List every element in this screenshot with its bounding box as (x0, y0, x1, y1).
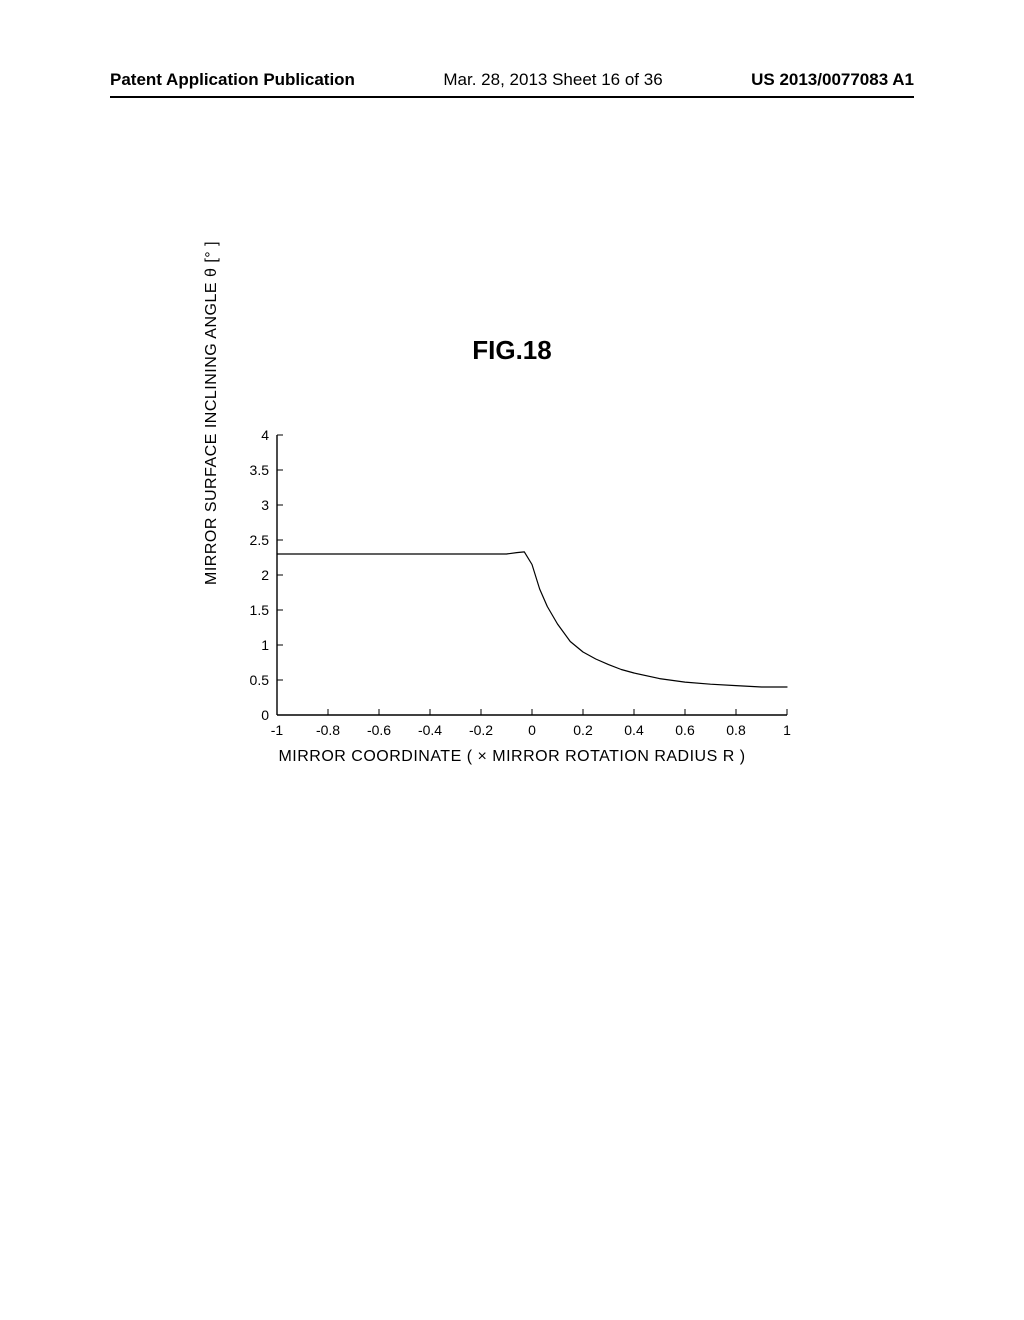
svg-text:2: 2 (261, 567, 269, 583)
svg-text:-0.8: -0.8 (316, 722, 340, 738)
svg-text:2.5: 2.5 (250, 532, 270, 548)
svg-text:0.5: 0.5 (250, 672, 270, 688)
svg-text:0: 0 (261, 707, 269, 723)
publication-type: Patent Application Publication (110, 70, 355, 90)
svg-text:1: 1 (261, 637, 269, 653)
chart-container: 0 0.5 1 1.5 2 2.5 3 3.5 4 -1 -0.8 -0.6 -0.4 -0.2 0 0.2 0… (222, 420, 802, 755)
svg-text:-0.4: -0.4 (418, 722, 442, 738)
header-row: Patent Application Publication Mar. 28, … (0, 70, 1024, 96)
page-header: Patent Application Publication Mar. 28, … (0, 70, 1024, 98)
svg-text:0: 0 (528, 722, 536, 738)
svg-text:-0.6: -0.6 (367, 722, 391, 738)
sheet-info: Mar. 28, 2013 Sheet 16 of 36 (443, 70, 662, 90)
svg-text:0.2: 0.2 (573, 722, 593, 738)
line-chart: 0 0.5 1 1.5 2 2.5 3 3.5 4 -1 -0.8 -0.6 -0.4 -0.2 0 0.2 0… (222, 420, 802, 750)
svg-text:-1: -1 (271, 722, 284, 738)
svg-text:0.6: 0.6 (675, 722, 695, 738)
page-root: { "header": { "left": "Patent Applicatio… (0, 0, 1024, 1320)
svg-text:0.8: 0.8 (726, 722, 746, 738)
svg-text:3.5: 3.5 (250, 462, 270, 478)
svg-text:4: 4 (261, 427, 269, 443)
svg-text:-0.2: -0.2 (469, 722, 493, 738)
publication-number: US 2013/0077083 A1 (751, 70, 914, 90)
x-axis-label: MIRROR COORDINATE ( × MIRROR ROTATION RA… (0, 748, 1024, 766)
svg-text:1.5: 1.5 (250, 602, 270, 618)
y-axis-label: MIRROR SURFACE INCLINING ANGLE θ [° ] (203, 241, 221, 585)
svg-text:3: 3 (261, 497, 269, 513)
svg-text:0.4: 0.4 (624, 722, 644, 738)
svg-text:1: 1 (783, 722, 791, 738)
header-rule (110, 96, 914, 98)
figure-label: FIG.18 (0, 335, 1024, 366)
